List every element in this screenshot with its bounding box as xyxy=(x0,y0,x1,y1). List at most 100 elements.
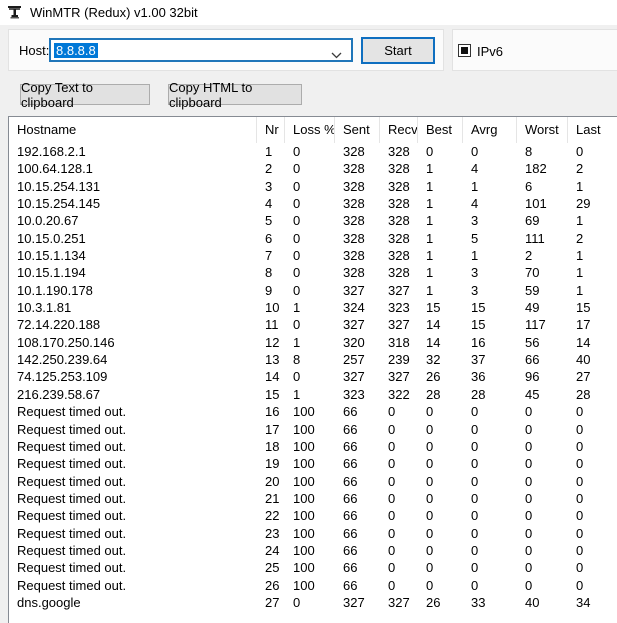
table-row[interactable]: 216.239.58.67 15 1 323 322 28 28 45 28 xyxy=(9,386,617,403)
cell-recv: 239 xyxy=(388,352,410,368)
cell-sent: 327 xyxy=(343,282,365,298)
table-row[interactable]: 192.168.2.1 1 0 328 328 0 0 8 0 xyxy=(9,143,617,160)
column-header-sent[interactable]: Sent xyxy=(335,117,380,143)
cell-hostname: 192.168.2.1 xyxy=(17,144,86,159)
cell-nr: 6 xyxy=(265,230,273,246)
cell-sent: 66 xyxy=(343,525,358,541)
ipv6-label[interactable]: IPv6 xyxy=(477,44,504,59)
table-row[interactable]: Request timed out. 22 100 66 0 0 0 0 0 xyxy=(9,507,617,524)
results-table: Hostname Nr Loss % Sent Recv Best Avrg W… xyxy=(8,116,617,623)
cell-loss: 0 xyxy=(293,265,301,281)
column-header-nr[interactable]: Nr xyxy=(257,117,285,143)
table-row[interactable]: Request timed out. 21 100 66 0 0 0 0 0 xyxy=(9,490,617,507)
table-row[interactable]: 10.15.1.134 7 0 328 328 1 1 2 1 xyxy=(9,247,617,264)
cell-sent: 328 xyxy=(343,161,365,177)
cell-worst: 0 xyxy=(525,542,533,558)
cell-best: 15 xyxy=(426,300,441,316)
cell-worst: 0 xyxy=(525,508,533,524)
column-header-avrg[interactable]: Avrg xyxy=(463,117,517,143)
column-header-last[interactable]: Last xyxy=(576,122,601,137)
cell-avrg: 0 xyxy=(471,438,479,454)
cell-best: 32 xyxy=(426,352,441,368)
cell-loss: 0 xyxy=(293,230,301,246)
column-header-loss[interactable]: Loss % xyxy=(285,117,335,143)
cell-hostname: 74.125.253.109 xyxy=(17,369,108,385)
ipv6-checkbox[interactable] xyxy=(458,44,471,57)
cell-best: 26 xyxy=(426,369,441,385)
cell-hostname: dns.google xyxy=(17,594,81,610)
cell-nr: 19 xyxy=(265,456,280,472)
cell-nr: 14 xyxy=(265,369,280,385)
table-row[interactable]: Request timed out. 16 100 66 0 0 0 0 0 xyxy=(9,403,617,420)
cell-loss: 100 xyxy=(293,456,315,472)
column-header-hostname[interactable]: Hostname xyxy=(9,117,257,143)
table-row[interactable]: 10.15.1.194 8 0 328 328 1 3 70 1 xyxy=(9,264,617,281)
table-row[interactable]: 10.15.0.251 6 0 328 328 1 5 111 2 xyxy=(9,230,617,247)
cell-sent: 320 xyxy=(343,334,365,350)
table-row[interactable]: Request timed out. 20 100 66 0 0 0 0 0 xyxy=(9,473,617,490)
cell-loss: 0 xyxy=(293,144,301,159)
cell-nr: 27 xyxy=(265,594,280,610)
cell-recv: 328 xyxy=(388,248,410,264)
host-input-value[interactable]: 8.8.8.8 xyxy=(54,42,98,58)
cell-hostname: Request timed out. xyxy=(17,577,127,593)
cell-recv: 0 xyxy=(388,508,396,524)
cell-recv: 322 xyxy=(388,386,410,402)
cell-best: 1 xyxy=(426,196,434,212)
cell-last: 0 xyxy=(576,525,584,541)
table-header: Hostname Nr Loss % Sent Recv Best Avrg W… xyxy=(9,117,617,143)
table-row[interactable]: 72.14.220.188 11 0 327 327 14 15 117 17 xyxy=(9,316,617,333)
table-row[interactable]: Request timed out. 26 100 66 0 0 0 0 0 xyxy=(9,577,617,594)
cell-last: 0 xyxy=(576,490,584,506)
table-row[interactable]: 142.250.239.64 13 8 257 239 32 37 66 40 xyxy=(9,351,617,368)
column-header-worst[interactable]: Worst xyxy=(517,117,568,143)
cell-worst: 0 xyxy=(525,560,533,576)
cell-sent: 257 xyxy=(343,352,365,368)
table-row[interactable]: 74.125.253.109 14 0 327 327 26 36 96 27 xyxy=(9,368,617,385)
cell-best: 1 xyxy=(426,248,434,264)
cell-sent: 323 xyxy=(343,386,365,402)
table-row[interactable]: 10.15.254.145 4 0 328 328 1 4 101 29 xyxy=(9,195,617,212)
cell-last: 0 xyxy=(576,421,584,437)
cell-sent: 328 xyxy=(343,196,365,212)
table-row[interactable]: 10.15.254.131 3 0 328 328 1 1 6 1 xyxy=(9,178,617,195)
cell-recv: 327 xyxy=(388,282,410,298)
cell-nr: 21 xyxy=(265,490,280,506)
table-row[interactable]: 10.1.190.178 9 0 327 327 1 3 59 1 xyxy=(9,282,617,299)
cell-last: 29 xyxy=(576,196,591,212)
chevron-down-icon[interactable] xyxy=(331,47,342,59)
table-row[interactable]: Request timed out. 19 100 66 0 0 0 0 0 xyxy=(9,455,617,472)
column-header-recv[interactable]: Recv xyxy=(380,117,418,143)
table-row[interactable]: Request timed out. 18 100 66 0 0 0 0 0 xyxy=(9,438,617,455)
table-row[interactable]: 108.170.250.146 12 1 320 318 14 16 56 14 xyxy=(9,334,617,351)
start-button[interactable]: Start xyxy=(361,37,435,64)
cell-avrg: 15 xyxy=(471,300,486,316)
cell-recv: 0 xyxy=(388,525,396,541)
cell-avrg: 5 xyxy=(471,230,479,246)
cell-hostname: 10.3.1.81 xyxy=(17,300,72,316)
cell-hostname: 10.15.254.145 xyxy=(17,196,101,212)
table-row[interactable]: Request timed out. 24 100 66 0 0 0 0 0 xyxy=(9,542,617,559)
cell-best: 1 xyxy=(426,230,434,246)
cell-last: 1 xyxy=(576,282,584,298)
cell-hostname: Request timed out. xyxy=(17,490,127,506)
copy-text-button[interactable]: Copy Text to clipboard xyxy=(20,80,150,110)
copy-text-button-label: Copy Text to clipboard xyxy=(21,79,94,110)
checkbox-indeterminate-mark xyxy=(461,47,468,54)
table-row[interactable]: 100.64.128.1 2 0 328 328 1 4 182 2 xyxy=(9,160,617,177)
cell-avrg: 3 xyxy=(471,265,479,281)
column-header-best[interactable]: Best xyxy=(418,117,463,143)
table-row[interactable]: Request timed out. 23 100 66 0 0 0 0 0 xyxy=(9,525,617,542)
copy-html-button[interactable]: Copy HTML to clipboard xyxy=(168,80,302,110)
cell-loss: 1 xyxy=(293,386,301,402)
table-row[interactable]: 10.3.1.81 10 1 324 323 15 15 49 15 xyxy=(9,299,617,316)
table-row[interactable]: Request timed out. 17 100 66 0 0 0 0 0 xyxy=(9,421,617,438)
cell-hostname: Request timed out. xyxy=(17,525,127,541)
cell-worst: 70 xyxy=(525,265,540,281)
table-row[interactable]: dns.google 27 0 327 327 26 33 40 34 xyxy=(9,594,617,611)
cell-sent: 66 xyxy=(343,456,358,472)
host-combobox[interactable]: 8.8.8.8 xyxy=(49,38,353,62)
table-row[interactable]: 10.0.20.67 5 0 328 328 1 3 69 1 xyxy=(9,212,617,229)
cell-best: 0 xyxy=(426,560,434,576)
table-row[interactable]: Request timed out. 25 100 66 0 0 0 0 0 xyxy=(9,559,617,576)
